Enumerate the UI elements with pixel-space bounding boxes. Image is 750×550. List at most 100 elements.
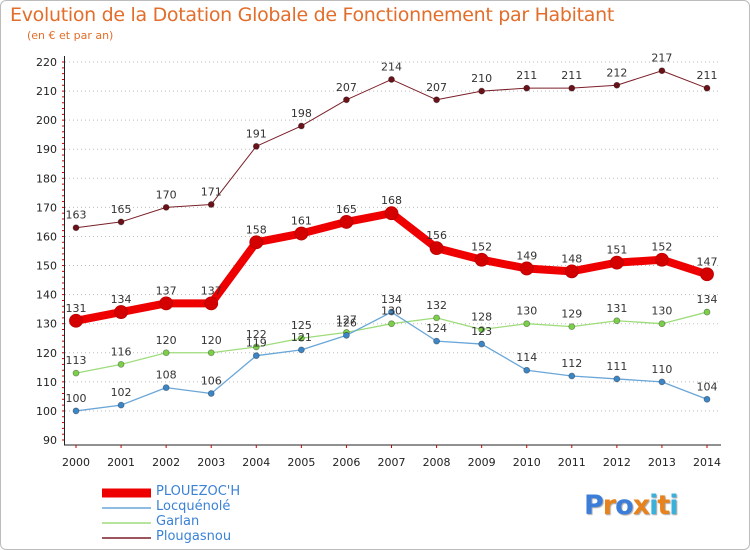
x-tick-label: 2006 (332, 456, 360, 469)
x-tick-label: 2007 (378, 456, 406, 469)
data-point (339, 215, 354, 229)
data-label: 123 (471, 325, 492, 338)
data-point (343, 96, 350, 104)
logo-letter: P (584, 490, 604, 521)
data-label: 132 (426, 299, 447, 312)
data-point (204, 296, 219, 311)
x-tick-label: 2013 (648, 456, 676, 469)
data-label: 149 (516, 249, 537, 262)
data-point (297, 122, 305, 130)
data-label: 108 (156, 369, 177, 382)
data-point (72, 224, 80, 232)
data-point (658, 320, 666, 328)
data-label: 120 (156, 334, 177, 347)
y-tick-label: 190 (36, 143, 57, 156)
data-label: 161 (291, 215, 312, 228)
x-tick-label: 2011 (558, 456, 586, 469)
data-label: 165 (336, 203, 357, 216)
data-label: 211 (561, 69, 582, 82)
data-label: 137 (156, 284, 177, 297)
data-label: 114 (516, 351, 537, 364)
legend (102, 488, 151, 539)
data-label: 158 (246, 223, 267, 236)
series-lines (69, 67, 714, 415)
legend-item: Plougasnou (156, 529, 232, 544)
y-tick-label: 90 (43, 434, 57, 447)
data-label: 127 (336, 313, 357, 326)
data-point (294, 226, 309, 241)
y-tick-label: 120 (36, 347, 57, 360)
data-point (433, 96, 440, 104)
data-label: 163 (66, 209, 87, 222)
data-point (252, 343, 260, 351)
y-tick-label: 130 (36, 318, 57, 331)
data-label: 152 (471, 241, 492, 254)
data-label: 112 (561, 357, 582, 370)
data-point (658, 378, 666, 386)
data-point (478, 326, 486, 333)
data-point (72, 407, 80, 415)
data-label: 198 (291, 107, 312, 120)
data-label: 134 (697, 293, 718, 306)
data-label: 121 (291, 331, 312, 344)
data-label: 100 (66, 392, 87, 405)
logo-letter: x (632, 490, 650, 521)
data-label: 128 (471, 311, 492, 324)
data-label: 170 (156, 188, 177, 201)
data-point (523, 366, 531, 374)
data-point (703, 84, 711, 92)
data-point (114, 305, 128, 319)
logo-letter: i (649, 490, 658, 521)
logo-letter: r (602, 490, 616, 521)
data-point (478, 87, 486, 95)
data-label: 214 (381, 60, 402, 73)
data-point (69, 313, 83, 328)
x-tick-label: 2004 (242, 456, 270, 469)
data-label: 207 (336, 81, 357, 94)
data-label: 102 (111, 386, 132, 399)
x-tick-label: 2000 (62, 456, 90, 469)
data-label: 191 (246, 127, 267, 140)
data-label: 148 (561, 252, 582, 265)
data-label: 130 (381, 305, 402, 318)
data-point (523, 320, 531, 328)
data-label: 147 (697, 255, 718, 268)
data-point (564, 264, 579, 279)
data-point (159, 296, 174, 311)
data-point (388, 320, 395, 328)
data-point (613, 375, 621, 383)
data-point (162, 203, 170, 211)
data-point (207, 201, 215, 208)
data-point (162, 349, 170, 357)
data-point (207, 390, 215, 397)
x-tick-label: 2012 (603, 456, 631, 469)
logo-letter: i (669, 490, 678, 521)
data-label: 211 (516, 69, 537, 82)
data-point (162, 384, 170, 392)
data-point (297, 346, 305, 354)
data-label: 210 (471, 72, 492, 85)
data-point (613, 81, 621, 89)
y-tick-label: 180 (36, 172, 57, 185)
chart-subtitle: (en € et par an) (27, 29, 114, 42)
data-label: 212 (606, 66, 627, 79)
y-tick-label: 220 (36, 56, 57, 69)
data-point (568, 372, 576, 380)
data-point (72, 369, 80, 377)
data-label: 165 (111, 203, 132, 216)
x-tick-label: 2009 (468, 456, 496, 469)
x-tick-label: 2001 (107, 456, 135, 469)
data-label: 211 (697, 69, 718, 82)
data-point (384, 206, 399, 221)
data-label: 111 (606, 360, 627, 373)
data-label: 156 (426, 229, 447, 242)
data-point (252, 352, 260, 360)
data-label: 217 (651, 52, 672, 65)
data-point (388, 76, 395, 83)
x-tick-label: 2003 (197, 456, 225, 469)
data-point (207, 349, 215, 357)
y-tick-label: 110 (36, 376, 57, 389)
x-tick-label: 2005 (287, 456, 315, 469)
